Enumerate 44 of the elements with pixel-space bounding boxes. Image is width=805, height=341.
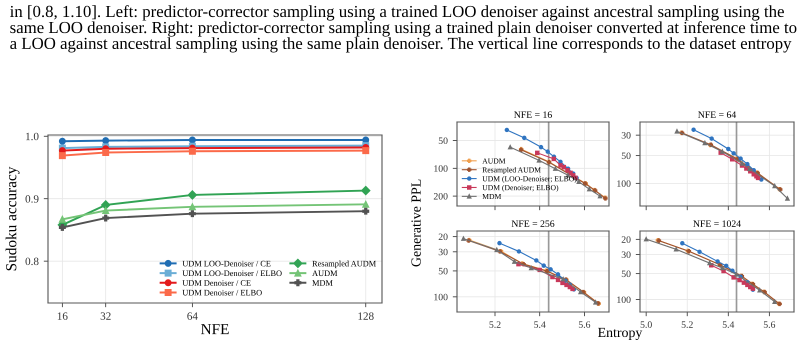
legend-label: AUDM: [312, 270, 338, 276]
chart-title: NFE = 64: [698, 111, 736, 118]
y-tick-label: 100: [617, 296, 631, 304]
x-axis-title: NFE: [201, 324, 229, 334]
chart-title: NFE = 16: [514, 111, 552, 118]
x-tick-label: 16: [58, 312, 68, 320]
legend-label: UDM Denoiser / CE: [182, 280, 251, 286]
text: in [0.8, 1.10]. Left: predictor-corrector sampling using a trained LOO denoiser against ancestral sampling using the same LOO denoiser. Right: predictor-corrector sampling using a trained plain denoiser converted at inference time to a LOO against ancestral sampling using the same plain denoiser. The vertical line corresponds to the dataset entropy: [10, 5, 796, 52]
x-tick-label: 64: [187, 312, 198, 320]
y-tick-label: 50: [622, 152, 631, 160]
y-tick-label: 0.8: [26, 258, 39, 266]
x-axis-title: Entropy: [598, 328, 642, 340]
legend-label: UDM LOO-Denoiser / ELBO: [182, 270, 282, 276]
y-tick-label: 0.9: [26, 195, 39, 203]
x-tick-label: 5.6: [578, 321, 590, 328]
y-tick-label: 1.0: [26, 132, 39, 140]
x-tick-label: 128: [358, 312, 374, 320]
y-tick-label: 20: [438, 234, 448, 240]
legend-label: MDM: [312, 280, 333, 286]
y-tick-label: 30: [622, 251, 631, 258]
y-tick-label: 50: [438, 268, 448, 274]
x-tick-label: 5.4: [722, 321, 734, 328]
legend-label: UDM Denoiser / ELBO: [182, 290, 262, 296]
legend-label: UDM LOO-Denoiser / CE: [182, 260, 271, 266]
x-tick-label: 5.0: [640, 321, 652, 328]
legend-label: Resampled AUDM: [312, 260, 376, 268]
x-tick-label: 5.6: [764, 321, 776, 328]
y-tick-label: 20: [622, 236, 631, 243]
y-tick-label: 200: [434, 193, 448, 200]
x-tick-label: 5.4: [534, 321, 546, 328]
y-tick-label: 100: [434, 165, 448, 172]
y-tick-label: 50: [622, 270, 631, 278]
x-tick-label: 32: [100, 312, 111, 320]
y-axis-title: Sudoku accuracy: [6, 166, 20, 270]
y-tick-label: 100: [617, 180, 631, 187]
y-tick-label: 30: [438, 248, 448, 256]
chart-title: NFE = 256: [512, 220, 554, 227]
x-tick-label: 5.2: [489, 321, 501, 328]
y-tick-label: 50: [438, 137, 448, 144]
y-axis-title: Generative PPL: [411, 180, 421, 266]
y-tick-label: 100: [434, 294, 448, 300]
y-tick-label: 30: [622, 132, 631, 139]
x-tick-label: 5.2: [682, 321, 693, 328]
chart-title: NFE = 1024: [693, 220, 741, 227]
